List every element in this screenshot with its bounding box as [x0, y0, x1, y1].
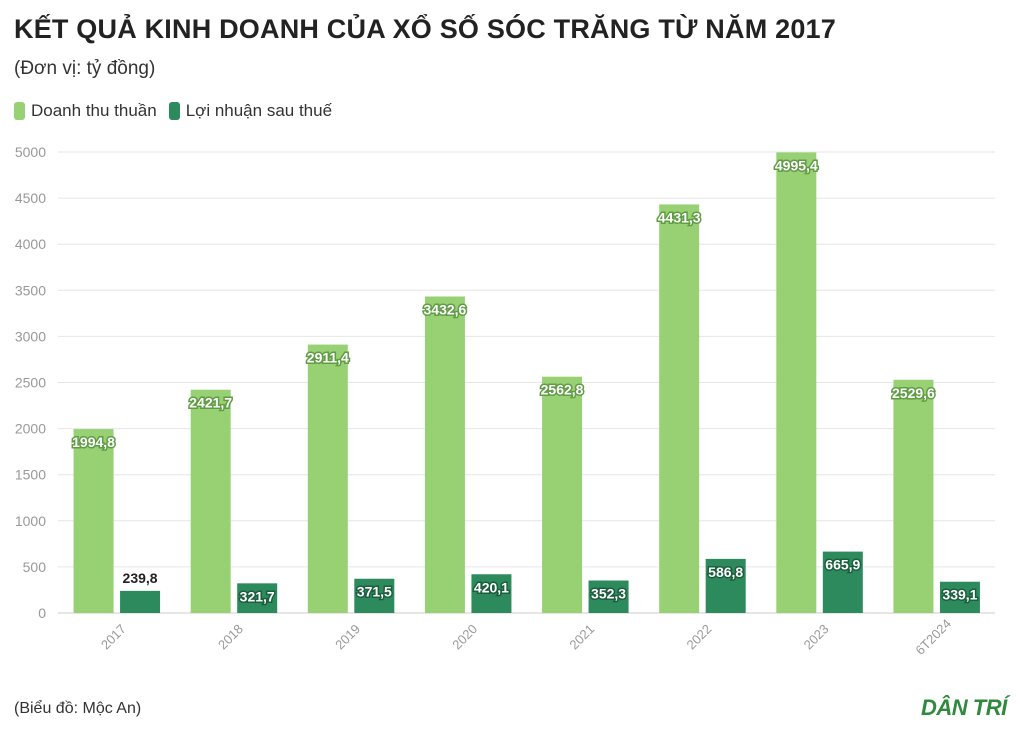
- bar-profit: [588, 580, 629, 613]
- x-tick-label: 6T2024: [912, 616, 954, 658]
- y-tick-label: 3000: [15, 328, 46, 344]
- bar-revenue: [307, 344, 348, 613]
- dantri-logo: DÂN TRÍ: [921, 695, 1007, 720]
- data-label-profit: 339,1: [942, 587, 977, 603]
- x-tick-label: 2018: [215, 621, 246, 652]
- data-label-revenue: 2911,4: [307, 350, 349, 366]
- chart-subtitle: (Đơn vị: tỷ đồng): [14, 58, 156, 79]
- data-label-revenue: 1994,8: [72, 434, 115, 450]
- x-tick-label: 2019: [332, 621, 363, 652]
- data-label-revenue: 3432,6: [424, 302, 467, 318]
- y-tick-label: 1000: [15, 513, 46, 529]
- data-label-profit: 586,8: [708, 564, 743, 580]
- data-label-revenue: 2562,8: [541, 382, 584, 398]
- bar-revenue: [190, 389, 231, 613]
- y-tick-label: 3500: [15, 282, 46, 298]
- bar-revenue: [73, 429, 114, 613]
- legend-swatch-profit: [168, 102, 180, 120]
- legend-swatch-revenue: [14, 102, 25, 120]
- bar-revenue: [659, 204, 700, 613]
- bar-profit: [120, 590, 161, 613]
- data-label-profit: 665,9: [825, 557, 860, 573]
- legend-label-profit: Lợi nhuận sau thuế: [185, 101, 333, 120]
- bar-chart: 0 500 1000 1500 2000 2500 3000 3500 4000 4500 5000…: [15, 144, 995, 658]
- legend-label-revenue: Doanh thu thuần: [31, 101, 157, 120]
- y-tick-label: 4000: [15, 236, 46, 252]
- chart-title: KẾT QUẢ KINH DOANH CỦA XỔ SỐ SÓC TRĂNG T…: [14, 14, 836, 44]
- y-tick-label: 4500: [15, 190, 46, 206]
- y-tick-label: 2500: [15, 375, 46, 391]
- legend: Doanh thu thuần Lợi nhuận sau thuế: [14, 101, 332, 121]
- data-label-revenue: 2421,7: [189, 395, 232, 411]
- y-tick-label: 0: [38, 605, 46, 621]
- x-tick-label: 2017: [98, 621, 129, 652]
- data-label-profit: 352,3: [591, 586, 626, 602]
- bar-revenue: [424, 296, 465, 613]
- data-label-revenue: 4431,3: [658, 209, 701, 225]
- bar-revenue: [542, 376, 583, 613]
- bar-profit: [939, 581, 980, 613]
- x-tick-label: 2023: [801, 621, 832, 652]
- y-tick-label: 2000: [15, 421, 46, 437]
- legend-item-revenue: Doanh thu thuần: [14, 101, 157, 121]
- y-tick-label: 1500: [15, 467, 46, 483]
- legend-item-profit: Lợi nhuận sau thuế: [168, 101, 333, 121]
- x-tick-label: 2022: [683, 621, 714, 652]
- x-tick-label: 2021: [566, 621, 597, 652]
- bar-revenue: [893, 379, 934, 613]
- bar-profit: [354, 578, 395, 613]
- data-label-profit: 239,8: [123, 570, 158, 586]
- x-tick-label: 2020: [449, 621, 480, 652]
- bar-revenue: [776, 152, 817, 613]
- data-label-revenue: 4995,4: [775, 157, 818, 173]
- chart-source: (Biểu đồ: Mộc An): [14, 700, 142, 717]
- data-label-profit: 321,7: [240, 588, 275, 604]
- bar-profit: [471, 574, 512, 613]
- data-label-revenue: 2529,6: [892, 385, 935, 401]
- data-label-profit: 371,5: [357, 584, 392, 600]
- data-label-profit: 420,1: [474, 579, 509, 595]
- y-tick-label: 500: [23, 559, 47, 575]
- bar-profit: [822, 551, 863, 613]
- bar-profit: [705, 558, 746, 613]
- y-tick-label: 5000: [15, 144, 46, 160]
- bar-profit: [237, 583, 278, 613]
